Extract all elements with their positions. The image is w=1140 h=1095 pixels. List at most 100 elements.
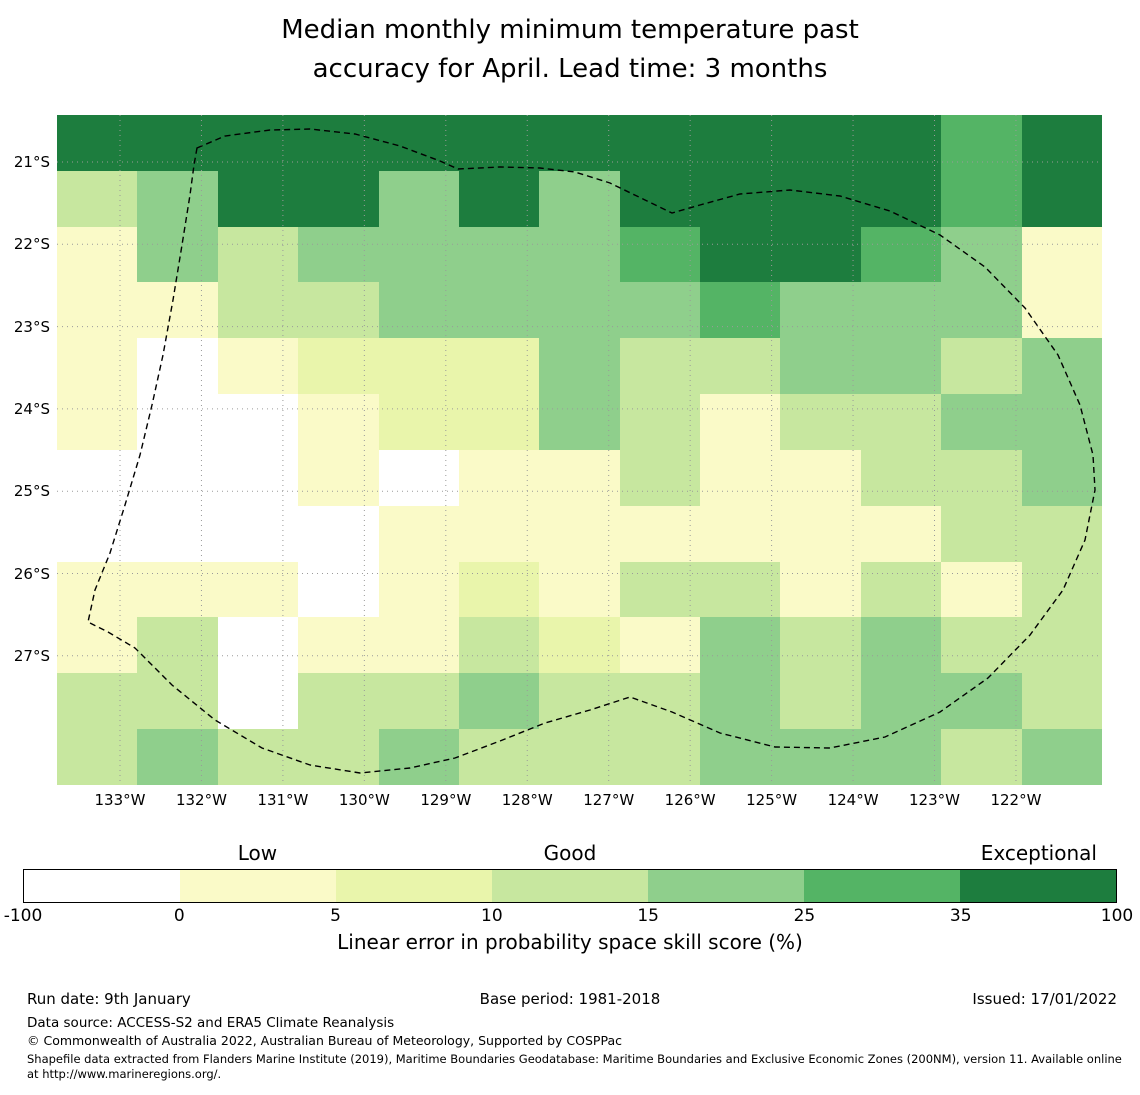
heatmap-cell <box>619 394 701 450</box>
heatmap-cell <box>57 673 138 730</box>
heatmap-cell <box>941 282 1022 339</box>
heatmap-cell <box>941 617 1022 674</box>
longitude-tick-label: 128°W <box>501 791 553 809</box>
colorbar-segment <box>804 870 960 902</box>
colorbar-category-label: Exceptional <box>980 841 1097 865</box>
heatmap-cell <box>137 561 218 618</box>
heatmap-cell <box>57 115 138 171</box>
heatmap-cell <box>137 115 218 171</box>
heatmap-cell <box>700 394 781 450</box>
heatmap-cell <box>780 505 861 562</box>
heatmap-cell <box>941 338 1022 395</box>
heatmap-cell <box>298 673 379 730</box>
heatmap-cell <box>619 505 701 562</box>
heatmap-cell <box>780 170 861 227</box>
heatmap-cell <box>378 729 459 785</box>
heatmap-cell <box>700 617 781 674</box>
heatmap-cell <box>539 729 620 785</box>
heatmap-cell <box>458 170 540 227</box>
colorbar-axis-label: Linear error in probability space skill … <box>337 930 803 954</box>
heatmap-cell <box>298 561 379 618</box>
heatmap-cell <box>57 338 138 395</box>
heatmap-cell <box>780 673 861 730</box>
chart-title-line1: Median monthly minimum temperature past <box>281 15 859 45</box>
heatmap-cell <box>780 115 861 171</box>
heatmap-cell <box>378 561 459 618</box>
heatmap-cell <box>860 617 942 674</box>
heatmap-cell <box>458 561 540 618</box>
heatmap-cell <box>137 170 218 227</box>
heatmap-cell <box>57 561 138 618</box>
colorbar-segment <box>180 870 336 902</box>
heatmap-cell <box>619 729 701 785</box>
heatmap-cell <box>860 561 942 618</box>
heatmap-cell <box>860 115 942 171</box>
heatmap-cell <box>137 394 218 450</box>
latitude-tick-label: 23°S <box>13 317 50 336</box>
heatmap-cell <box>217 338 299 395</box>
heatmap-cell <box>1021 505 1102 562</box>
heatmap-cell <box>57 282 138 339</box>
heatmap-cell <box>137 617 218 674</box>
heatmap-cell <box>298 226 379 283</box>
heatmap-cell <box>619 561 701 618</box>
longitude-tick-label: 132°W <box>175 791 227 809</box>
heatmap-cell <box>860 729 942 785</box>
heatmap-cell <box>458 282 540 339</box>
run-date: Run date: 9th January <box>27 990 191 1008</box>
heatmap-cell <box>458 617 540 674</box>
heatmap-cell <box>860 394 942 450</box>
heatmap-cell <box>941 449 1022 506</box>
heatmap-cell <box>700 449 781 506</box>
longitude-tick-label: 124°W <box>827 791 879 809</box>
copyright-note: © Commonwealth of Australia 2022, Austra… <box>27 1033 622 1048</box>
heatmap-cell <box>539 394 620 450</box>
heatmap-cell <box>941 226 1022 283</box>
colorbar <box>23 869 1117 903</box>
heatmap-cell <box>217 729 299 785</box>
heatmap-cell <box>137 729 218 785</box>
heatmap-cell <box>137 449 218 506</box>
heatmap-cell <box>941 170 1022 227</box>
heatmap-cell <box>458 338 540 395</box>
heatmap-cell <box>860 282 942 339</box>
heatmap-cell <box>860 673 942 730</box>
colorbar-tick-label: -100 <box>3 906 43 926</box>
heatmap-cell <box>539 449 620 506</box>
heatmap-cell <box>1021 394 1102 450</box>
heatmap-cell <box>57 449 138 506</box>
heatmap-cell <box>700 673 781 730</box>
heatmap-cell <box>1021 226 1102 283</box>
heatmap-cell <box>458 673 540 730</box>
heatmap-cell <box>298 115 379 171</box>
heatmap-cell <box>539 170 620 227</box>
heatmap-cell <box>1021 282 1102 339</box>
latitude-tick-label: 27°S <box>13 646 50 665</box>
heatmap-cell <box>458 449 540 506</box>
colorbar-tick-label: 15 <box>637 906 659 926</box>
heatmap-cell <box>700 561 781 618</box>
heatmap-cell <box>780 394 861 450</box>
heatmap-cell <box>137 505 218 562</box>
heatmap-cell <box>298 729 379 785</box>
heatmap-cell <box>217 170 299 227</box>
heatmap-cell <box>378 226 459 283</box>
longitude-tick-label: 129°W <box>420 791 472 809</box>
heatmap-cell <box>619 115 701 171</box>
heatmap-cell <box>700 170 781 227</box>
heatmap-cell <box>539 115 620 171</box>
heatmap-cell <box>780 226 861 283</box>
heatmap-cell <box>619 673 701 730</box>
heatmap-cell <box>941 673 1022 730</box>
heatmap-cell <box>619 282 701 339</box>
heatmap-cell <box>57 617 138 674</box>
heatmap-cell <box>298 282 379 339</box>
chart-title-line2: accuracy for April. Lead time: 3 months <box>312 54 828 84</box>
heatmap-cell <box>539 226 620 283</box>
heatmap-cell <box>298 394 379 450</box>
latitude-tick-label: 21°S <box>13 153 50 171</box>
heatmap-cell <box>860 449 942 506</box>
heatmap-cell <box>217 561 299 618</box>
heatmap-cell <box>57 729 138 785</box>
heatmap-cell <box>298 617 379 674</box>
